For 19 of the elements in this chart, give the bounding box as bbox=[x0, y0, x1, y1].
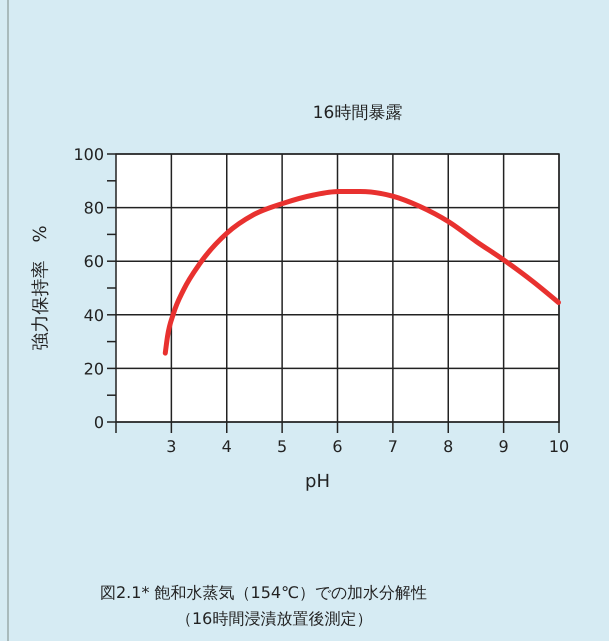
x-tick-label: 5 bbox=[277, 437, 288, 456]
y-tick-label: 40 bbox=[84, 306, 104, 325]
x-tick-label: 6 bbox=[332, 437, 343, 456]
x-tick-label: 4 bbox=[222, 437, 232, 456]
y-axis-title: 強力保持率 % bbox=[30, 225, 51, 351]
x-tick-label: 10 bbox=[548, 437, 570, 456]
x-tick-label: 9 bbox=[498, 437, 509, 456]
y-tick-label: 0 bbox=[94, 413, 104, 432]
x-axis-title: pH bbox=[305, 471, 330, 492]
caption: 図2.1* 飽和水蒸気（154℃）での加水分解性 bbox=[100, 583, 428, 602]
x-tick-label: 8 bbox=[443, 437, 454, 456]
y-tick-label: 80 bbox=[84, 198, 104, 218]
x-tick-label: 3 bbox=[166, 437, 176, 456]
chart-title: 16時間暴露 bbox=[312, 103, 402, 123]
x-tick-label: 7 bbox=[388, 437, 398, 456]
y-tick-label: 20 bbox=[84, 359, 104, 378]
y-tick-label: 60 bbox=[84, 252, 104, 272]
text: （16時間浸漬放置後測定） bbox=[176, 609, 372, 628]
y-tick-label: 100 bbox=[73, 145, 104, 164]
